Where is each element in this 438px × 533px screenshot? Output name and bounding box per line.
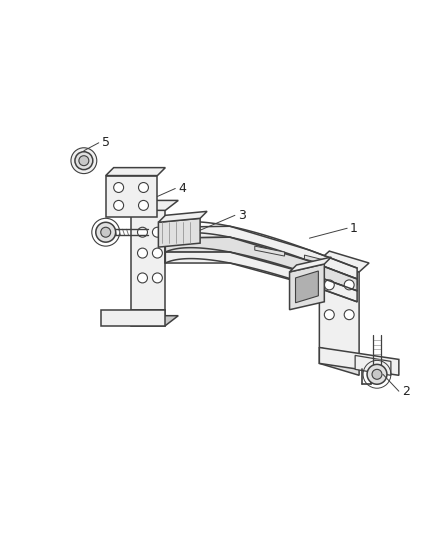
Circle shape [324,310,334,320]
Polygon shape [131,316,178,326]
Polygon shape [131,310,165,326]
Text: 5: 5 [102,136,110,149]
Polygon shape [131,211,165,310]
Polygon shape [165,252,357,302]
Text: 2: 2 [402,385,410,398]
Polygon shape [319,348,399,375]
Circle shape [75,152,93,169]
Text: 3: 3 [238,209,246,222]
Circle shape [372,369,382,379]
Polygon shape [159,219,200,247]
Polygon shape [159,212,207,222]
Polygon shape [106,168,165,175]
Circle shape [367,365,387,384]
Polygon shape [296,271,318,303]
Circle shape [71,148,97,174]
Circle shape [138,200,148,211]
Circle shape [96,222,116,242]
Text: 1: 1 [350,222,358,235]
Polygon shape [319,348,359,375]
Circle shape [344,310,354,320]
Circle shape [114,200,124,211]
Polygon shape [131,200,178,211]
Polygon shape [165,237,357,291]
Polygon shape [255,246,285,256]
Text: 4: 4 [178,182,186,195]
Circle shape [79,156,89,166]
Circle shape [101,227,111,237]
Circle shape [138,273,148,283]
Polygon shape [290,264,324,310]
Circle shape [152,273,162,283]
Circle shape [344,280,354,290]
Polygon shape [160,228,357,285]
Polygon shape [106,175,157,217]
Polygon shape [101,310,165,326]
Circle shape [138,248,148,258]
Polygon shape [319,251,369,272]
Polygon shape [319,260,359,359]
Circle shape [138,227,148,237]
Circle shape [152,248,162,258]
Polygon shape [290,257,331,272]
Circle shape [152,227,162,237]
Circle shape [138,182,148,192]
Polygon shape [304,255,324,264]
Polygon shape [355,356,391,375]
Circle shape [324,280,334,290]
Polygon shape [165,226,357,279]
Circle shape [114,182,124,192]
